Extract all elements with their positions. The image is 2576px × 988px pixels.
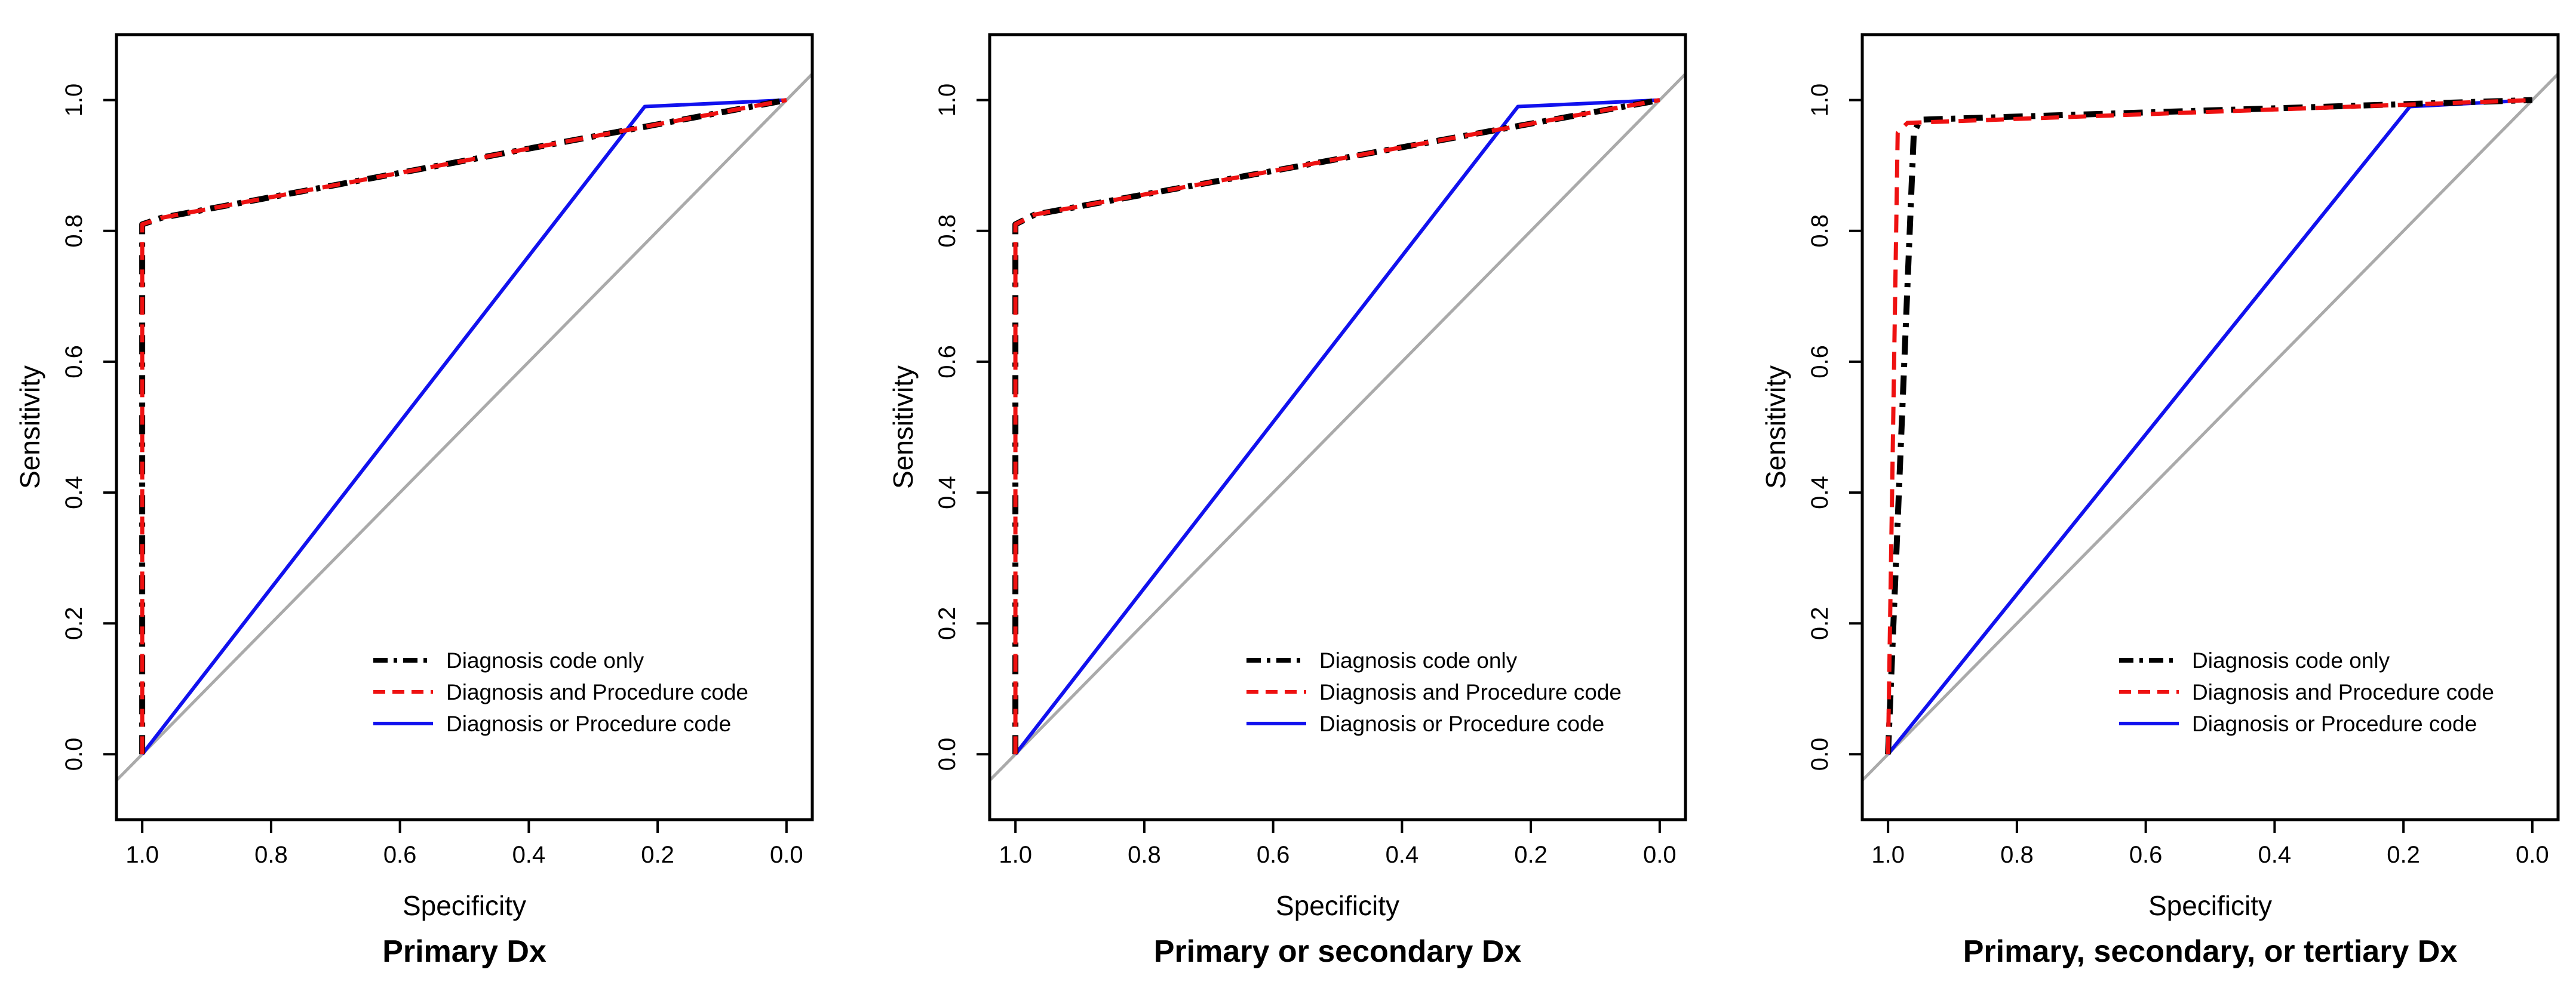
reference-diagonal-line <box>990 73 1685 782</box>
x-tick-label: 0.6 <box>2129 842 2163 868</box>
plot-frame <box>988 33 1687 821</box>
legend-label: Diagnosis code only <box>446 648 644 673</box>
legend-label: Diagnosis or Procedure code <box>446 712 731 736</box>
y-tick-label: 0.6 <box>1807 345 1833 378</box>
y-tick-label: 0.2 <box>61 607 87 640</box>
y-tick-label: 0.8 <box>61 214 87 248</box>
y-tick-label: 0.6 <box>61 345 87 378</box>
x-axis-title: Specificity <box>403 890 526 921</box>
x-tick-label: 0.4 <box>2258 842 2292 868</box>
y-tick-label: 0.4 <box>934 476 960 509</box>
reference-diagonal-line <box>116 73 812 782</box>
y-tick-label: 1.0 <box>934 84 960 117</box>
y-tick-label: 0.0 <box>934 738 960 771</box>
roc-panel-1: 1.0 0.8 0.6 0.4 0.2 0.0Specificity0.00.20.40.… <box>14 33 814 969</box>
x-tick-label: 0.0 <box>2516 842 2549 868</box>
x-tick-label: 1.0 <box>125 842 159 868</box>
x-tick-label: 0.8 <box>1128 842 1161 868</box>
y-tick-label: 0.2 <box>934 607 960 640</box>
legend: Diagnosis code only Diagnosis and Procedu… <box>373 648 748 736</box>
plot-area <box>1862 73 2558 782</box>
y-axis-title: Sensitivity <box>14 365 45 489</box>
legend-label: Diagnosis or Procedure code <box>2192 712 2477 736</box>
legend-label: Diagnosis and Procedure code <box>1319 680 1622 704</box>
x-axis-title: Specificity <box>1276 890 1399 921</box>
y-tick-label: 0.2 <box>1807 607 1833 640</box>
y-tick-label: 0.0 <box>61 738 87 771</box>
panel-caption: Primary or secondary Dx <box>1154 934 1522 969</box>
y-axis: 0.0 0.2 0.4 0.6 0.8 1.0 Sensitivity <box>14 84 116 771</box>
x-axis: 1.0 0.8 0.6 0.4 0.2 0.0 Specificity <box>1871 820 2549 921</box>
x-tick-label: 0.0 <box>770 842 803 868</box>
y-tick-label: 1.0 <box>61 84 87 117</box>
y-axis-title: Sensitivity <box>1760 365 1791 489</box>
roc-panel-2: 1.0 0.8 0.6 0.4 0.2 0.0Specificity0.00.20.40.… <box>888 33 1687 969</box>
y-tick-label: 1.0 <box>1807 84 1833 117</box>
x-tick-label: 0.6 <box>1257 842 1290 868</box>
y-tick-label: 0.4 <box>1807 476 1833 509</box>
x-tick-label: 0.2 <box>1514 842 1548 868</box>
x-tick-label: 0.0 <box>1643 842 1677 868</box>
y-tick-label: 0.8 <box>1807 214 1833 248</box>
legend: Diagnosis code only Diagnosis and Procedu… <box>1246 648 1622 736</box>
x-tick-label: 1.0 <box>999 842 1032 868</box>
roc-panel-3: 1.0 0.8 0.6 0.4 0.2 0.0Specificity0.00.20.40.… <box>1760 33 2560 969</box>
roc-series-diagnosis-or-procedure-code <box>140 98 787 756</box>
y-tick-label: 0.0 <box>1807 738 1833 771</box>
plot-frame <box>1860 33 2560 821</box>
roc-series-diagnosis-or-procedure-code <box>1014 98 1660 756</box>
legend-label: Diagnosis code only <box>2192 648 2390 673</box>
roc-series-diagnosis-and-procedure-code <box>1013 98 1660 755</box>
x-axis-title: Specificity <box>2148 890 2272 921</box>
y-tick-label: 0.6 <box>934 345 960 378</box>
x-tick-label: 0.2 <box>641 842 674 868</box>
x-tick-label: 0.4 <box>1386 842 1419 868</box>
x-tick-label: 0.4 <box>512 842 546 868</box>
legend-label: Diagnosis or Procedure code <box>1319 712 1604 736</box>
x-tick-label: 0.6 <box>383 842 417 868</box>
y-axis: 0.0 0.2 0.4 0.6 0.8 1.0 Sensitivity <box>1760 84 1862 771</box>
x-tick-label: 0.8 <box>2000 842 2034 868</box>
legend-label: Diagnosis code only <box>1319 648 1518 673</box>
legend: Diagnosis code only Diagnosis and Procedu… <box>2119 648 2494 736</box>
x-tick-label: 0.8 <box>254 842 288 868</box>
plot-area <box>990 73 1685 782</box>
y-axis-title: Sensitivity <box>888 365 919 489</box>
plot-area <box>116 73 812 782</box>
roc-series-diagnosis-code-only <box>1885 97 2533 755</box>
x-tick-label: 0.2 <box>2387 842 2420 868</box>
reference-diagonal-line <box>1862 73 2558 782</box>
y-tick-label: 0.8 <box>934 214 960 248</box>
roc-series-diagnosis-and-procedure-code <box>1886 98 2533 755</box>
panel-caption: Primary, secondary, or tertiary Dx <box>1963 934 2458 969</box>
panel-caption: Primary Dx <box>382 934 546 969</box>
legend-label: Diagnosis and Procedure code <box>446 680 748 704</box>
y-axis: 0.0 0.2 0.4 0.6 0.8 1.0 Sensitivity <box>888 84 990 771</box>
y-tick-label: 0.4 <box>61 476 87 509</box>
x-axis: 1.0 0.8 0.6 0.4 0.2 0.0 Specificity <box>999 820 1677 921</box>
legend-label: Diagnosis and Procedure code <box>2192 680 2494 704</box>
x-axis: 1.0 0.8 0.6 0.4 0.2 0.0 Specificity <box>125 820 803 921</box>
x-tick-label: 1.0 <box>1871 842 1905 868</box>
plot-frame <box>115 33 814 821</box>
roc-series-diagnosis-and-procedure-code <box>140 98 787 755</box>
